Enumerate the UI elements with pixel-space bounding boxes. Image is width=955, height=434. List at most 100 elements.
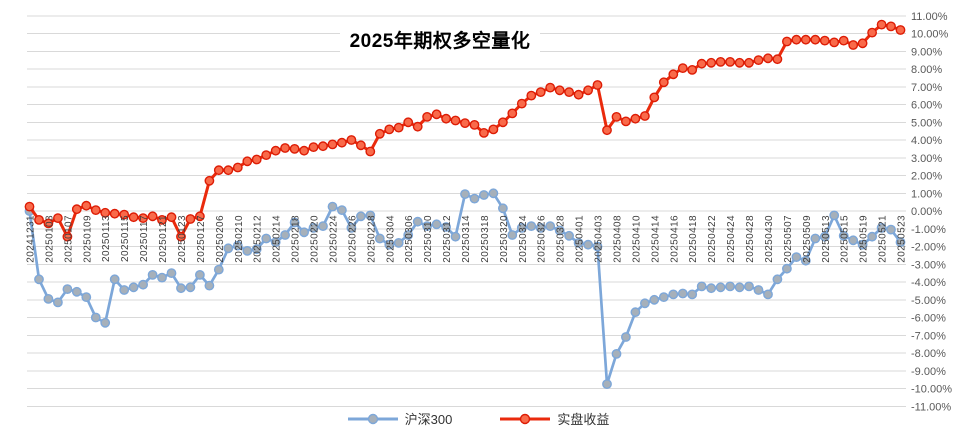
real-return-data-point bbox=[640, 111, 650, 121]
real-return-data-point bbox=[403, 117, 414, 128]
real-return-data-point bbox=[270, 145, 281, 156]
real-return-data-point bbox=[516, 98, 527, 109]
csi300-data-point bbox=[857, 239, 868, 250]
x-axis-tick-label: 20250115 bbox=[120, 215, 131, 262]
real-return-data-point bbox=[630, 113, 641, 124]
legend: 沪深300 实盘收益 bbox=[0, 409, 955, 428]
csi300-data-point bbox=[327, 201, 338, 212]
legend-label-real-return: 实盘收益 bbox=[557, 412, 610, 427]
csi300-data-point bbox=[119, 285, 130, 295]
real-return-data-point bbox=[128, 212, 139, 223]
csi300-data-point bbox=[848, 235, 859, 246]
csi300-data-point bbox=[412, 216, 423, 227]
csi300-data-point bbox=[213, 264, 224, 275]
real-return-data-point bbox=[71, 204, 82, 215]
csi300-data-point bbox=[772, 274, 783, 285]
real-return-data-point bbox=[469, 120, 480, 130]
y-axis-tick-label: -7.00% bbox=[911, 330, 946, 342]
x-axis-tick-label: 20250312 bbox=[442, 215, 453, 263]
x-axis-tick-label: 20250515 bbox=[840, 215, 851, 263]
csi300-data-point bbox=[658, 292, 669, 302]
real-return-data-point bbox=[535, 87, 546, 98]
real-return-data-point bbox=[895, 25, 906, 35]
y-axis-tick-label: -2.00% bbox=[911, 242, 946, 254]
real-return-data-point bbox=[232, 162, 243, 173]
csi300-data-point bbox=[299, 227, 309, 238]
x-axis-tick-label: 20250403 bbox=[594, 215, 605, 263]
real-return-data-point bbox=[658, 77, 669, 88]
real-return-data-point bbox=[194, 211, 205, 222]
real-return-data-point bbox=[526, 90, 537, 101]
real-return-data-point bbox=[611, 112, 622, 122]
csi300-data-point bbox=[204, 280, 215, 291]
csi300-data-point bbox=[71, 286, 82, 297]
real-return-data-point bbox=[365, 146, 376, 157]
real-return-data-point bbox=[867, 27, 877, 38]
real-return-data-point bbox=[81, 200, 92, 211]
real-return-data-point bbox=[725, 57, 735, 67]
real-return-data-point bbox=[308, 142, 319, 153]
csi300-data-point bbox=[157, 272, 167, 283]
csi300-data-point bbox=[460, 189, 470, 200]
real-return-data-point bbox=[393, 122, 404, 133]
x-axis-tick-label: 20250408 bbox=[612, 215, 623, 263]
x-axis-tick-label: 20250310 bbox=[423, 215, 434, 263]
csi300-data-point bbox=[90, 312, 101, 323]
csi300-data-point bbox=[43, 293, 54, 304]
csi300-data-point bbox=[838, 230, 849, 241]
real-return-data-point bbox=[450, 115, 461, 126]
real-return-data-point bbox=[223, 165, 234, 176]
real-return-data-point bbox=[176, 231, 186, 242]
real-return-data-point bbox=[621, 116, 631, 127]
csi300-data-point bbox=[706, 283, 717, 294]
real-return-data-point bbox=[668, 69, 679, 80]
x-axis-tick-label: 20250304 bbox=[385, 215, 396, 263]
real-return-data-point bbox=[62, 231, 73, 242]
real-return-data-point bbox=[848, 40, 859, 50]
real-return-data-point bbox=[706, 57, 717, 68]
real-return-data-point bbox=[545, 82, 556, 93]
real-return-data-point bbox=[772, 54, 783, 65]
y-axis-tick-label: -10.00% bbox=[911, 384, 952, 396]
csi300-data-point bbox=[564, 230, 574, 241]
csi300-data-point bbox=[422, 221, 432, 232]
csi300-data-point bbox=[374, 233, 385, 244]
csi300-data-point bbox=[621, 332, 631, 342]
real-return-data-point bbox=[299, 145, 309, 156]
x-axis-tick-label: 20250107 bbox=[63, 215, 74, 263]
csi300-data-point bbox=[573, 237, 584, 248]
csi300-data-point bbox=[583, 239, 593, 250]
csi300-data-point bbox=[469, 193, 480, 204]
x-axis-tick-label: 20250109 bbox=[82, 215, 93, 263]
y-axis-tick-label: 8.00% bbox=[911, 64, 942, 76]
real-return-data-point bbox=[810, 34, 821, 45]
real-return-data-point bbox=[346, 135, 357, 145]
x-axis-tick-label: 20250509 bbox=[802, 215, 813, 263]
x-axis-labels: 20241231 20250103 20250107 20250109 20250113… bbox=[26, 215, 908, 263]
x-axis-tick-label: 20250414 bbox=[650, 215, 661, 263]
csi300-data-point bbox=[677, 288, 688, 299]
real-return-data-point bbox=[43, 218, 54, 229]
csi300-data-point bbox=[602, 379, 612, 389]
y-axis-tick-label: 2.00% bbox=[911, 171, 942, 183]
csi300-data-point bbox=[53, 297, 63, 308]
x-axis-tick-label: 20250424 bbox=[726, 215, 737, 263]
csi300-data-point bbox=[81, 292, 92, 302]
csi300-data-point bbox=[109, 274, 120, 285]
x-axis-tick-label: 20250224 bbox=[328, 215, 339, 263]
x-axis-tick-label: 20250113 bbox=[101, 215, 112, 262]
real-return-data-point bbox=[431, 109, 442, 120]
real-return-data-point bbox=[507, 108, 518, 119]
x-axis-tick-label: 20250422 bbox=[707, 215, 718, 263]
csi300-data-point bbox=[744, 281, 754, 292]
csi300-data-point bbox=[232, 240, 243, 251]
csi300-data-point bbox=[497, 203, 508, 214]
chart-title-text: 2025年期权多空量化 bbox=[339, 31, 541, 52]
csi300-data-point bbox=[100, 317, 111, 328]
csi300-data-point bbox=[138, 279, 149, 290]
csi300-data-point bbox=[800, 255, 811, 266]
y-axis-tick-label: -8.00% bbox=[911, 348, 946, 360]
csi300-data-point bbox=[886, 224, 896, 235]
